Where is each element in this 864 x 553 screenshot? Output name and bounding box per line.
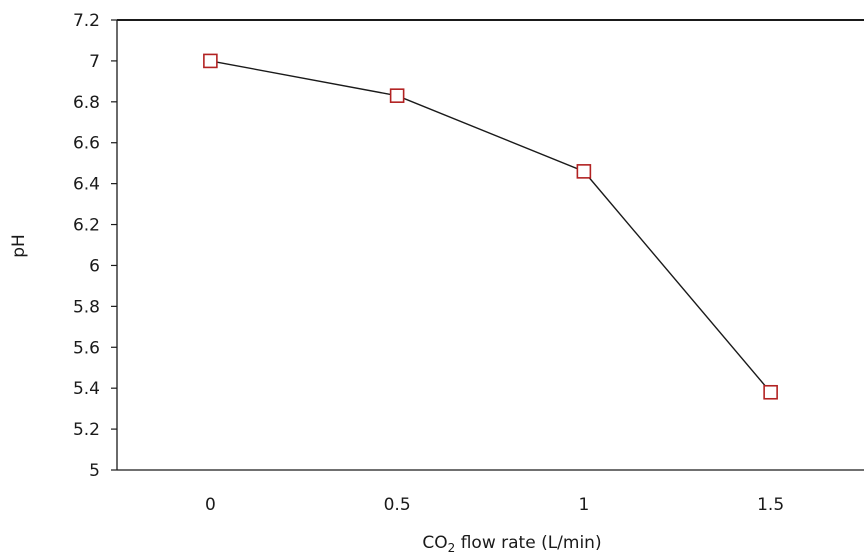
ticks: 5 5.2 5.4 5.6 5.8 6 6.2 6.4 6.6 6.8 7 7.2 0 0.5 1 1.5 bbox=[73, 11, 784, 515]
series bbox=[203, 53, 778, 400]
y-tick-label: 5.6 bbox=[73, 338, 100, 358]
x-tick-label: 1.5 bbox=[757, 495, 784, 515]
x-axis-title-suffix: flow rate (L/min) bbox=[455, 533, 601, 553]
y-tick-label: 5 bbox=[89, 461, 100, 481]
x-tick-label: 0 bbox=[205, 495, 216, 515]
series-line bbox=[210, 60, 772, 393]
y-tick-label: 7.2 bbox=[73, 11, 100, 31]
x-axis-title: CO2 flow rate (L/min) bbox=[422, 533, 601, 553]
y-tick-label: 5.2 bbox=[73, 420, 100, 440]
x-axis-title-subscript: 2 bbox=[448, 541, 456, 553]
y-tick-label: 5.8 bbox=[73, 297, 100, 317]
y-tick-label: 6.8 bbox=[73, 93, 100, 113]
data-point-marker bbox=[576, 164, 592, 179]
y-tick-label: 6 bbox=[89, 256, 100, 276]
x-tick-label: 1 bbox=[578, 495, 589, 515]
y-axis-title: pH bbox=[9, 234, 29, 258]
y-tick-label: 6.6 bbox=[73, 134, 100, 154]
data-point-marker bbox=[763, 384, 778, 400]
y-tick-label: 5.4 bbox=[73, 379, 100, 399]
y-tick-label: 6.4 bbox=[73, 175, 100, 195]
y-tick-label: 7 bbox=[89, 52, 100, 72]
y-tick-label: 6.2 bbox=[73, 216, 100, 236]
x-tick-label: 0.5 bbox=[384, 495, 411, 515]
data-point-marker bbox=[389, 88, 405, 103]
data-point-marker bbox=[203, 53, 218, 69]
axes bbox=[116, 19, 864, 471]
x-axis-title-prefix: CO bbox=[422, 533, 447, 553]
